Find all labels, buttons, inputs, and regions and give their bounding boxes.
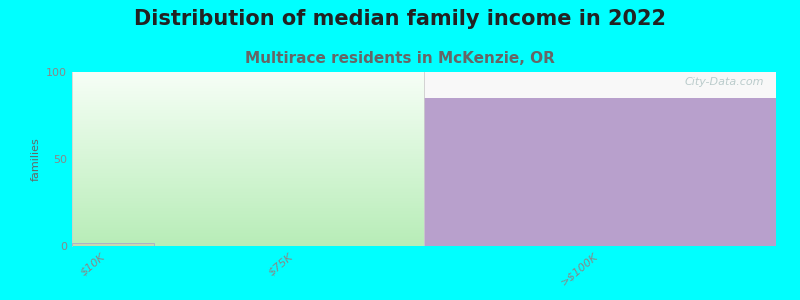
Text: City-Data.com: City-Data.com: [685, 77, 764, 87]
Bar: [72, 242, 154, 246]
Text: Distribution of median family income in 2022: Distribution of median family income in …: [134, 9, 666, 29]
Bar: [424, 98, 776, 246]
Text: Multirace residents in McKenzie, OR: Multirace residents in McKenzie, OR: [245, 51, 555, 66]
Y-axis label: families: families: [30, 137, 41, 181]
Bar: [424, 72, 776, 98]
